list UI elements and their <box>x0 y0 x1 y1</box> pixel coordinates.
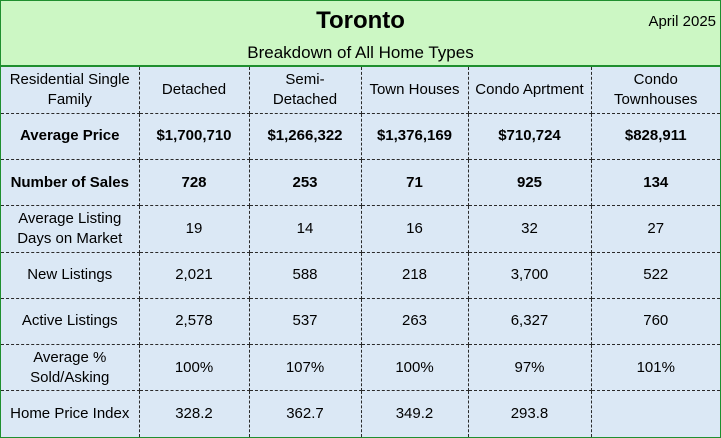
table-cell: 218 <box>360 251 469 299</box>
report-header: Toronto April 2025 Breakdown of All Home… <box>1 1 720 67</box>
table-cell: 16 <box>360 205 469 253</box>
column-header-text: Semi- Detached <box>272 70 338 108</box>
table-cell: 253 <box>248 158 362 207</box>
table-cell: 263 <box>360 297 469 346</box>
table-cell: $1,700,710 <box>138 112 250 161</box>
row-label: New Listings <box>1 251 140 299</box>
table-cell: 134 <box>590 158 720 207</box>
table-row: Number of Sales 728 253 71 925 134 <box>1 158 720 207</box>
table-cell: 925 <box>467 158 592 207</box>
table-cell <box>590 390 720 437</box>
row-label: Average Listing Days on Market <box>1 205 140 253</box>
table-row: New Listings 2,021 588 218 3,700 522 <box>1 251 720 299</box>
table-cell: 3,700 <box>467 251 592 299</box>
table-cell: 71 <box>360 158 469 207</box>
table-cell: 293.8 <box>467 390 592 437</box>
home-types-table: Residential Single Family Detached Semi-… <box>1 67 720 437</box>
table-cell: 588 <box>248 251 362 299</box>
table-row: Home Price Index 328.2 362.7 349.2 293.8 <box>1 390 720 437</box>
table-cell: 2,021 <box>138 251 250 299</box>
table-cell: 97% <box>467 343 592 392</box>
column-header: Residential Single Family <box>1 67 140 114</box>
table-cell: 760 <box>590 297 720 346</box>
table-cell: 32 <box>467 205 592 253</box>
row-label: Active Listings <box>1 297 140 346</box>
table-cell: 537 <box>248 297 362 346</box>
table-cell: 2,578 <box>138 297 250 346</box>
table-header-row: Residential Single Family Detached Semi-… <box>1 67 720 114</box>
row-label: Home Price Index <box>1 390 140 437</box>
page-title: Toronto <box>316 7 405 34</box>
table-cell: $828,911 <box>590 112 720 161</box>
row-label: Number of Sales <box>1 158 140 207</box>
table-cell: 27 <box>590 205 720 253</box>
table-cell: 19 <box>138 205 250 253</box>
table-row: Active Listings 2,578 537 263 6,327 760 <box>1 297 720 346</box>
table-cell: 328.2 <box>138 390 250 437</box>
row-label: Average % Sold/Asking <box>1 343 140 392</box>
table-row: Average Price $1,700,710 $1,266,322 $1,3… <box>1 112 720 161</box>
table-cell: 6,327 <box>467 297 592 346</box>
table-cell: 362.7 <box>248 390 362 437</box>
table-cell: 522 <box>590 251 720 299</box>
column-header: Detached <box>138 67 250 114</box>
page-subtitle: Breakdown of All Home Types <box>247 43 474 62</box>
table-cell: 728 <box>138 158 250 207</box>
row-label: Average Price <box>1 112 140 161</box>
table-cell: 100% <box>138 343 250 392</box>
report-date: April 2025 <box>648 13 716 30</box>
table-cell: 14 <box>248 205 362 253</box>
column-header: Town Houses <box>360 67 469 114</box>
column-header: Condo Townhouses <box>590 67 720 114</box>
table-cell: $1,376,169 <box>360 112 469 161</box>
table-cell: 101% <box>590 343 720 392</box>
column-header: Semi- Detached <box>248 67 362 114</box>
table-cell: $710,724 <box>467 112 592 161</box>
table-cell: $1,266,322 <box>248 112 362 161</box>
table-cell: 107% <box>248 343 362 392</box>
table-cell: 349.2 <box>360 390 469 437</box>
table-row: Average Listing Days on Market 19 14 16 … <box>1 205 720 253</box>
table-row: Average % Sold/Asking 100% 107% 100% 97%… <box>1 343 720 392</box>
table-cell: 100% <box>360 343 469 392</box>
column-header: Condo Aprtment <box>467 67 592 114</box>
